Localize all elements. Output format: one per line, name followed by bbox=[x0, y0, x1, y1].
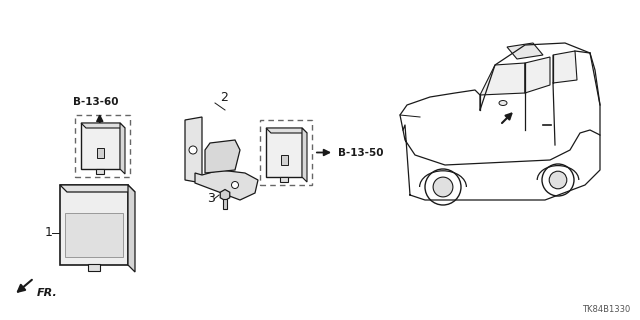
Circle shape bbox=[232, 181, 239, 188]
Bar bbox=[88, 264, 100, 271]
Polygon shape bbox=[81, 123, 125, 128]
Polygon shape bbox=[507, 43, 543, 59]
Bar bbox=[81, 123, 120, 169]
Text: TK84B1330: TK84B1330 bbox=[582, 305, 630, 314]
Polygon shape bbox=[266, 128, 307, 133]
Polygon shape bbox=[220, 189, 230, 201]
Text: B-13-50: B-13-50 bbox=[338, 148, 383, 157]
Polygon shape bbox=[205, 140, 240, 173]
Bar bbox=[280, 177, 288, 182]
Bar bbox=[223, 199, 227, 209]
Circle shape bbox=[425, 169, 461, 205]
Circle shape bbox=[549, 171, 567, 189]
Polygon shape bbox=[195, 170, 258, 200]
Circle shape bbox=[189, 146, 197, 154]
Bar bbox=[260, 120, 312, 185]
Polygon shape bbox=[128, 185, 135, 272]
Text: 2: 2 bbox=[220, 91, 228, 103]
Polygon shape bbox=[553, 51, 577, 83]
Bar bbox=[97, 148, 104, 158]
Text: FR.: FR. bbox=[37, 288, 58, 298]
Bar bbox=[281, 155, 288, 165]
Bar bbox=[266, 128, 302, 177]
Bar bbox=[65, 213, 123, 257]
Text: 3: 3 bbox=[207, 193, 215, 205]
Bar bbox=[96, 169, 104, 174]
Polygon shape bbox=[302, 128, 307, 182]
Bar bbox=[75, 115, 130, 177]
Polygon shape bbox=[120, 123, 125, 174]
Text: B-13-60: B-13-60 bbox=[73, 97, 118, 107]
Circle shape bbox=[433, 177, 453, 197]
Polygon shape bbox=[185, 117, 202, 183]
Text: 1: 1 bbox=[45, 227, 53, 239]
Circle shape bbox=[542, 164, 574, 196]
Ellipse shape bbox=[499, 100, 507, 106]
Polygon shape bbox=[60, 185, 135, 192]
Polygon shape bbox=[525, 57, 550, 93]
Polygon shape bbox=[480, 63, 525, 95]
Bar bbox=[60, 185, 128, 265]
